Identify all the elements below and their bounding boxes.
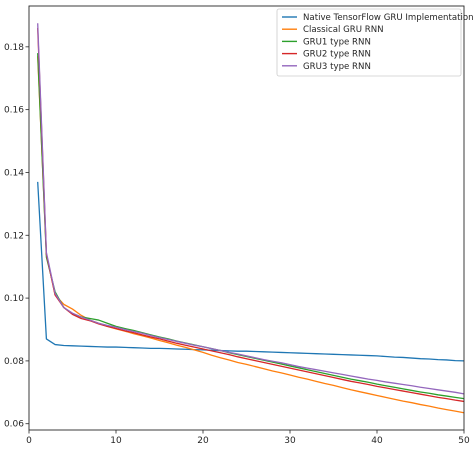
y-tick-label: 0.16 bbox=[4, 106, 24, 116]
x-tick-label: 10 bbox=[110, 436, 122, 446]
x-tick-label: 0 bbox=[26, 436, 32, 446]
plot-frame bbox=[28, 5, 465, 431]
y-tick-label: 0.06 bbox=[4, 420, 24, 430]
y-tick-label: 0.08 bbox=[4, 357, 24, 367]
series-layer bbox=[37, 23, 465, 414]
series-line-4 bbox=[37, 27, 465, 403]
y-tick-label: 0.14 bbox=[4, 168, 24, 178]
y-tick-label: 0.10 bbox=[4, 294, 24, 304]
x-tick-label: 20 bbox=[197, 436, 209, 446]
x-tick-label: 50 bbox=[458, 436, 470, 446]
legend-label-1: Native TensorFlow GRU Implementation bbox=[303, 13, 474, 23]
y-tick-label: 0.12 bbox=[4, 231, 24, 241]
x-axis: 0 10 20 30 40 50 bbox=[26, 430, 470, 446]
y-tick-label: 0.18 bbox=[4, 43, 24, 53]
legend-label-5: GRU3 type RNN bbox=[303, 62, 371, 72]
legend-label-2: Classical GRU RNN bbox=[303, 25, 384, 35]
y-axis: 0.06 0.08 0.10 0.12 0.14 0.16 0.18 bbox=[4, 43, 29, 430]
series-line-5 bbox=[37, 23, 465, 395]
series-line-1 bbox=[37, 181, 465, 362]
x-tick-label: 40 bbox=[371, 436, 383, 446]
legend-label-3: GRU1 type RNN bbox=[303, 37, 371, 47]
legend-label-4: GRU2 type RNN bbox=[303, 50, 371, 60]
legend-box bbox=[276, 8, 462, 77]
legend: Native TensorFlow GRU Implementation Clas… bbox=[276, 8, 474, 77]
x-tick-label: 30 bbox=[284, 436, 296, 446]
